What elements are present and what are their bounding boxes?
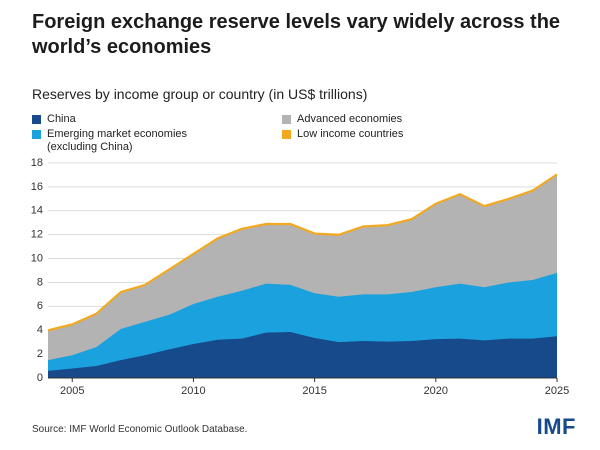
legend-item: Low income countries xyxy=(282,128,532,154)
y-tick-label: 2 xyxy=(37,348,43,360)
legend-label: Emerging market economies (excluding Chi… xyxy=(47,128,188,153)
chart-title: Foreign exchange reserve levels vary wid… xyxy=(32,11,561,58)
y-tick-label: 8 xyxy=(37,276,43,288)
legend-item: China xyxy=(32,113,282,126)
x-tick-label: 2005 xyxy=(60,385,84,397)
x-tick-label: 2020 xyxy=(424,385,448,397)
y-tick-label: 14 xyxy=(31,205,43,217)
y-tick-label: 4 xyxy=(37,324,43,336)
y-tick-label: 6 xyxy=(37,300,43,312)
x-tick-label: 2010 xyxy=(181,385,205,397)
y-tick-label: 10 xyxy=(31,252,43,264)
chart-subtitle: Reserves by income group or country (in … xyxy=(32,86,368,102)
x-tick-label: 2015 xyxy=(302,385,326,397)
area xyxy=(48,332,557,378)
legend-label: Low income countries xyxy=(297,128,404,140)
area-top-line xyxy=(47,173,558,332)
area xyxy=(48,175,557,361)
legend-swatch xyxy=(282,130,291,139)
legend-item: Emerging market economies (excluding Chi… xyxy=(32,128,282,154)
area xyxy=(48,272,557,371)
y-tick-label: 16 xyxy=(31,181,43,193)
legend: China Emerging market economies (excludin… xyxy=(32,113,532,154)
y-tick-label: 0 xyxy=(37,372,43,384)
legend-label: Advanced economies xyxy=(297,113,403,125)
legend-swatch xyxy=(32,130,41,139)
y-tick-label: 12 xyxy=(31,229,43,241)
legend-swatch xyxy=(282,115,291,124)
logo: IMF xyxy=(536,414,576,439)
source-note: Source: IMF World Economic Outlook Datab… xyxy=(32,424,248,435)
x-tick-label: 2025 xyxy=(545,385,569,397)
legend-swatch xyxy=(32,115,41,124)
y-tick-label: 18 xyxy=(31,157,43,169)
legend-label: China xyxy=(47,113,76,125)
legend-item: Advanced economies xyxy=(282,113,532,126)
